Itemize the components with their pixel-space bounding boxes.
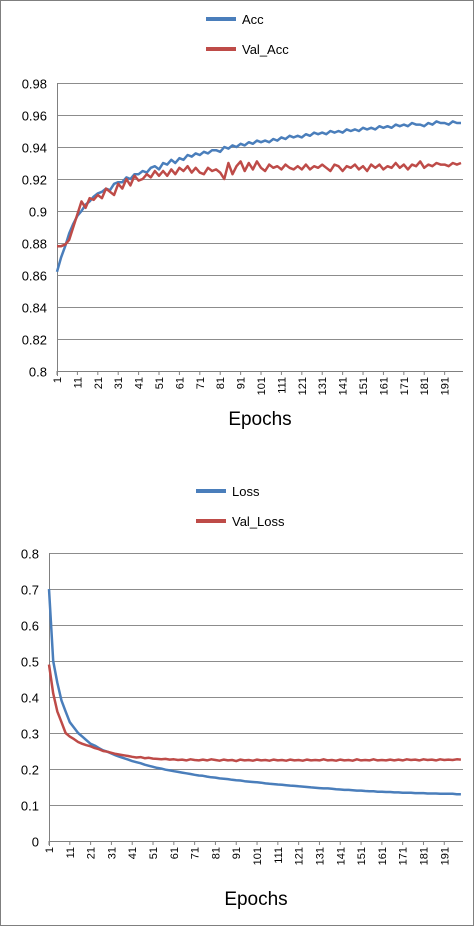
x-tick-label: 131 <box>317 377 329 395</box>
x-tick-label: 51 <box>148 847 160 859</box>
x-tick-label: 91 <box>236 377 248 389</box>
x-tick-label: 191 <box>439 847 451 865</box>
y-tick-label: 0.4 <box>21 691 39 706</box>
y-tick-label: 0.8 <box>29 365 47 380</box>
x-tick-label: 61 <box>174 377 186 389</box>
x-tick-label: 81 <box>210 847 222 859</box>
x-tick-label: 41 <box>127 847 139 859</box>
y-tick-label: 0.92 <box>22 173 47 188</box>
legend-label: Acc <box>242 12 264 27</box>
x-tick-label: 1 <box>52 377 64 383</box>
x-tick-label: 41 <box>134 377 146 389</box>
legend-label: Loss <box>232 484 260 499</box>
x-axis-title: Epochs <box>224 889 287 910</box>
series-line-val-acc <box>57 160 462 248</box>
x-tick-label: 181 <box>418 847 430 865</box>
x-tick-label: 171 <box>398 847 410 865</box>
x-tick-label: 141 <box>335 847 347 865</box>
y-tick-label: 0.94 <box>22 141 47 156</box>
x-tick-label: 171 <box>399 377 411 395</box>
x-tick-label: 191 <box>440 377 452 395</box>
x-tick-label: 141 <box>338 377 350 395</box>
legend-label: Val_Acc <box>242 42 289 57</box>
x-tick-label: 91 <box>231 847 243 859</box>
y-tick-label: 0.86 <box>22 269 47 284</box>
accuracy-chart: Acc Val_Acc 0.8 0.82 0.84 0.86 0.88 0.9 0.92 0.94… <box>22 12 463 430</box>
x-tick-label: 101 <box>256 377 268 395</box>
y-tick-label: 0.7 <box>21 583 39 598</box>
series-line-acc <box>55 120 461 273</box>
x-tick-label: 11 <box>65 847 77 858</box>
x-tick-label: 181 <box>419 377 431 395</box>
x-tick-label: 51 <box>154 377 166 389</box>
x-tick-label: 31 <box>113 377 125 389</box>
y-tick-label: 0 <box>32 835 39 850</box>
x-tick-label: 161 <box>378 377 390 395</box>
legend-label: Val_Loss <box>232 514 285 529</box>
y-tick-label: 0.8 <box>21 547 39 562</box>
series-line-loss <box>47 588 461 796</box>
x-tick-label: 61 <box>169 847 181 859</box>
x-tick-label: 71 <box>190 847 202 859</box>
x-tick-label: 111 <box>276 377 288 394</box>
x-tick-label: 71 <box>195 377 207 389</box>
x-tick-label: 151 <box>358 377 370 395</box>
x-tick-label: 111 <box>273 847 285 864</box>
series-line-val-loss <box>47 664 461 763</box>
x-tick-label: 1 <box>44 847 56 853</box>
x-axis-title: Epochs <box>228 409 291 430</box>
x-tick-label: 161 <box>377 847 389 865</box>
y-tick-label: 0.84 <box>22 301 47 316</box>
y-tick-label: 0.2 <box>21 763 39 778</box>
y-tick-label: 0.82 <box>22 333 47 348</box>
y-tick-label: 0.3 <box>21 727 39 742</box>
x-tick-label: 121 <box>297 377 309 395</box>
y-tick-label: 0.5 <box>21 655 39 670</box>
x-tick-label: 21 <box>93 377 105 389</box>
y-tick-label: 0.6 <box>21 619 39 634</box>
y-tick-label: 0.1 <box>21 799 39 814</box>
x-tick-label: 151 <box>356 847 368 865</box>
x-tick-label: 21 <box>86 847 98 859</box>
x-tick-label: 101 <box>252 847 264 865</box>
x-tick-label: 121 <box>294 847 306 865</box>
x-tick-label: 131 <box>314 847 326 865</box>
y-tick-label: 0.96 <box>22 109 47 124</box>
x-tick-label: 81 <box>215 377 227 389</box>
y-tick-label: 0.98 <box>22 77 47 92</box>
y-tick-label: 0.88 <box>22 237 47 252</box>
x-tick-label: 31 <box>106 847 118 859</box>
y-tick-label: 0.9 <box>29 205 47 220</box>
x-tick-label: 11 <box>72 377 84 388</box>
